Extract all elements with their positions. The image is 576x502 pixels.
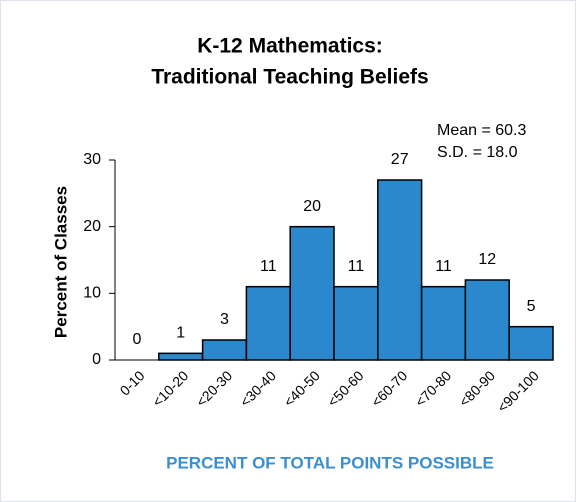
annotation: Mean = 60.3 — [437, 122, 527, 139]
data-label: 11 — [348, 258, 365, 275]
bar — [464, 279, 510, 361]
annotation: S.D. = 18.0 — [437, 144, 518, 161]
data-label: 27 — [391, 151, 409, 168]
chart-title: K-12 Mathematics: — [197, 35, 383, 58]
bar — [508, 325, 554, 361]
data-label: 3 — [220, 311, 229, 328]
y-axis-label: Percent of Classes — [51, 186, 70, 338]
data-label: 12 — [478, 251, 496, 268]
data-label: 0 — [132, 331, 141, 348]
data-label: 1 — [176, 325, 185, 342]
y-tick-label: 10 — [83, 285, 101, 302]
bar — [245, 285, 291, 361]
y-tick-label: 30 — [83, 151, 101, 168]
bar — [420, 285, 467, 361]
data-label: 20 — [303, 198, 321, 215]
data-label: 5 — [527, 298, 536, 315]
x-axis-label: PERCENT OF TOTAL POINTS POSSIBLE — [166, 453, 494, 472]
bar — [289, 225, 335, 361]
y-tick-label: 20 — [83, 218, 101, 235]
y-tick-label: 0 — [92, 351, 101, 368]
bar — [377, 179, 423, 361]
bar — [158, 352, 204, 361]
data-label: 11 — [435, 258, 452, 275]
data-label: 11 — [260, 258, 277, 275]
chart-title: Traditional Teaching Beliefs — [151, 66, 428, 89]
bar — [333, 285, 379, 361]
bar — [201, 339, 248, 361]
